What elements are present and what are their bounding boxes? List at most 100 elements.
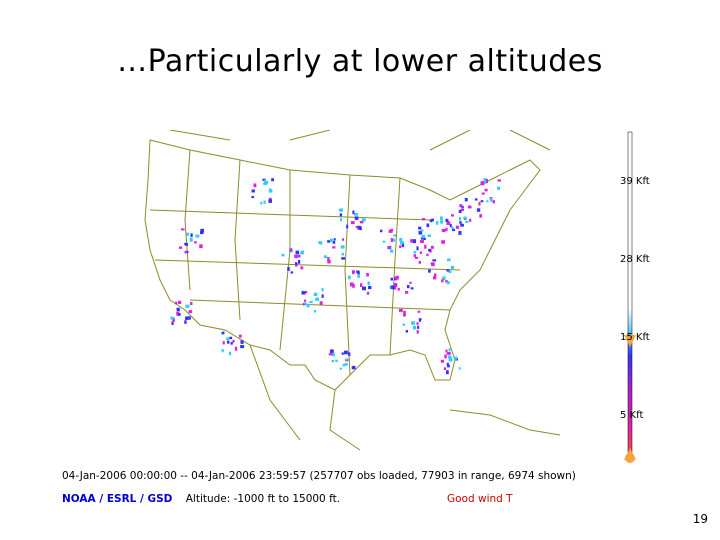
observation-marker — [448, 270, 452, 274]
observation-marker — [418, 230, 423, 235]
observation-marker — [418, 260, 422, 264]
observation-marker — [450, 265, 455, 270]
observation-marker — [354, 216, 359, 220]
observation-marker — [414, 256, 419, 259]
observation-marker — [441, 228, 446, 233]
slide-title: …Particularly at lower altitudes — [117, 44, 603, 79]
observation-marker — [390, 238, 393, 242]
observation-marker — [251, 196, 255, 199]
observation-marker — [190, 302, 193, 306]
observation-marker — [413, 254, 416, 258]
observation-marker — [476, 208, 481, 212]
observation-marker — [268, 199, 273, 203]
observation-marker — [294, 262, 298, 265]
observation-marker — [339, 213, 343, 217]
observation-marker — [332, 246, 336, 249]
alt-label-39: 39 Kft — [620, 176, 650, 187]
observation-marker — [399, 245, 402, 249]
observation-marker — [455, 225, 459, 229]
observation-marker — [481, 183, 485, 186]
observation-marker — [184, 320, 187, 324]
observation-marker — [228, 351, 232, 356]
observation-marker — [176, 307, 180, 312]
observation-marker — [331, 359, 335, 363]
observation-marker — [295, 263, 298, 267]
observation-marker — [430, 245, 434, 249]
observation-marker — [251, 189, 255, 193]
observation-marker — [281, 253, 285, 257]
observation-marker — [410, 287, 414, 290]
observation-marker — [356, 270, 360, 273]
observation-marker — [185, 316, 189, 320]
observation-marker — [401, 243, 405, 248]
observation-marker — [432, 259, 437, 262]
observation-marker — [271, 178, 275, 182]
observation-marker — [226, 337, 230, 341]
observation-marker — [445, 218, 449, 222]
observation-marker — [398, 308, 403, 312]
page-number: 19 — [692, 512, 708, 526]
caption-date-range: 04-Jan-2006 00:00:00 -- 04-Jan-2006 23:5… — [62, 470, 576, 482]
observation-marker — [469, 218, 472, 222]
observation-marker — [463, 216, 467, 220]
observation-marker — [431, 218, 434, 222]
alt-label-5: 5 Kft — [620, 410, 644, 421]
observation-marker — [442, 276, 446, 281]
observation-marker — [302, 302, 306, 306]
observation-marker — [200, 228, 205, 233]
map-outlines — [144, 130, 561, 451]
observation-marker — [410, 239, 413, 243]
observation-marker — [454, 356, 458, 360]
observation-marker — [269, 188, 272, 191]
observation-marker — [409, 281, 412, 284]
observation-marker — [351, 270, 356, 273]
observation-marker — [432, 276, 437, 280]
altitude-marker-dot — [625, 453, 635, 463]
observation-marker — [461, 205, 464, 209]
observation-marker — [359, 227, 362, 231]
observation-marker — [268, 189, 273, 193]
observation-marker — [420, 239, 424, 244]
observation-marker — [240, 345, 245, 349]
observation-marker — [460, 208, 464, 212]
observation-marker — [478, 201, 481, 206]
observation-marker — [446, 351, 451, 355]
observation-marker — [366, 273, 369, 277]
observation-marker — [433, 273, 437, 278]
observation-marker — [190, 233, 193, 238]
observation-marker — [355, 225, 359, 229]
observation-marker — [260, 201, 263, 205]
observation-marker — [446, 221, 451, 225]
observation-marker — [382, 240, 386, 243]
observation-marker — [186, 232, 190, 236]
us-observation-map — [144, 130, 561, 451]
observation-marker — [485, 179, 489, 184]
observation-marker — [323, 255, 328, 259]
observation-marker — [342, 363, 345, 367]
observation-marker — [492, 200, 496, 204]
observation-marker — [418, 226, 422, 230]
observation-marker — [446, 364, 450, 368]
observation-marker — [345, 358, 348, 361]
observation-marker — [185, 304, 190, 308]
altitude-color-scale — [624, 131, 636, 463]
observation-marker — [389, 249, 394, 253]
observation-marker — [332, 240, 336, 244]
observation-marker — [464, 198, 468, 202]
observation-marker — [368, 285, 372, 290]
observation-marker — [458, 217, 461, 221]
observation-marker — [263, 200, 266, 204]
observation-marker — [406, 284, 410, 289]
observation-marker — [428, 248, 432, 252]
observation-marker — [393, 234, 397, 237]
observation-marker — [431, 262, 435, 267]
observation-marker — [421, 237, 425, 240]
observation-marker — [367, 281, 371, 286]
observation-marker — [175, 301, 178, 305]
observation-marker — [403, 310, 406, 315]
observation-marker — [332, 352, 335, 357]
observation-marker — [418, 318, 422, 321]
observation-marker — [361, 218, 366, 222]
observation-marker — [458, 209, 462, 214]
observation-marker — [357, 225, 362, 230]
